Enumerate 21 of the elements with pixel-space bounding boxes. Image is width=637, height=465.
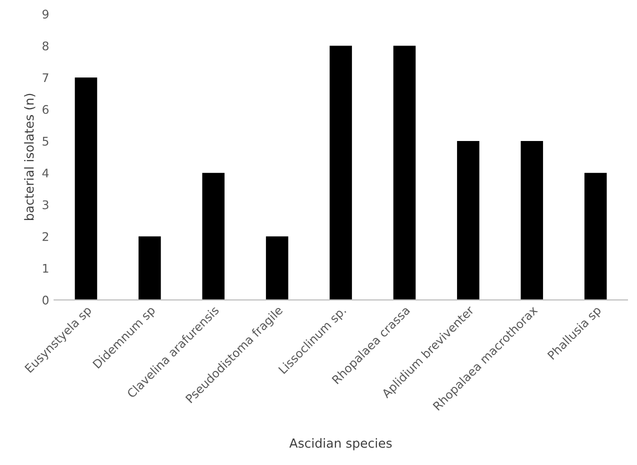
bar <box>393 46 416 300</box>
y-tick-label: 6 <box>42 105 49 114</box>
y-tick-label: 3 <box>42 200 48 210</box>
bar <box>520 141 544 300</box>
y-tick-label: 5 <box>42 136 48 146</box>
y-tick-label: 7 <box>42 73 48 82</box>
y-tick-label: 2 <box>42 232 48 241</box>
bar <box>138 236 161 300</box>
y-tick-label: 4 <box>42 168 49 178</box>
y-tick-label: 8 <box>42 41 48 50</box>
bar <box>584 172 607 300</box>
bar <box>74 78 98 300</box>
y-tick-label: 0 <box>42 296 48 305</box>
y-tick-label: 1 <box>43 264 48 273</box>
y-axis-title: bacterial isolates (n) <box>24 94 36 220</box>
x-axis-title: Ascidian species <box>289 438 392 450</box>
bar <box>202 172 225 300</box>
y-tick-label: 9 <box>42 10 48 19</box>
bar <box>266 236 288 300</box>
bar <box>457 141 480 300</box>
bar <box>330 46 352 300</box>
